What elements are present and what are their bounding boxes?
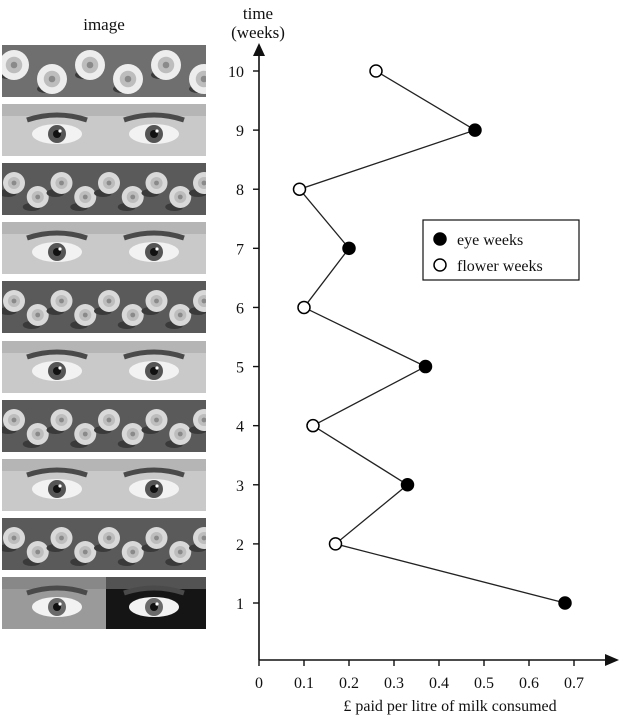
y-tick-label: 1 [236,596,244,613]
eyes-image-strip [2,459,206,511]
y-tick-label: 6 [236,300,244,317]
x-tick-label: 0.2 [339,675,359,692]
legend-box [422,219,580,281]
image-column-label: image [83,15,125,34]
x-axis-label: £ paid per litre of milk consumed [343,698,556,715]
x-tick-label: 0 [255,675,263,692]
legend-entry-label: eye weeks [457,232,523,249]
eyes-image-strip [2,104,206,156]
y-tick-label: 3 [236,478,244,495]
flowers-image-strip [2,45,206,97]
y-axis-arrowhead [253,43,265,56]
y-tick-label: 5 [236,360,244,377]
data-points [292,64,572,610]
eyes-image-strip [2,577,206,629]
connector-line-group [298,70,566,604]
flower-week-point [292,182,307,196]
x-tick-label: 0.7 [564,675,584,692]
x-tick-label: 0.6 [519,675,539,692]
y-tick-label: 8 [236,182,244,199]
flowers-image-strip [2,163,206,215]
x-tick-label: 0.4 [429,675,449,692]
y-tick-label: 7 [236,241,244,258]
x-tick-label: 0.1 [294,675,314,692]
eye-week-point [558,596,572,610]
x-tick-label: 0.3 [384,675,404,692]
eyes-image-strip [2,222,206,274]
flower-week-point [369,64,383,78]
legend-entry-label: flower weeks [457,258,543,275]
axes [253,43,619,666]
eye-week-point [418,359,433,374]
eyes-image-strip [2,341,206,393]
flower-week-point [328,537,343,551]
flowers-image-strip [2,518,206,570]
legend: eye weeks flower weeks [422,219,580,281]
y-tick-label: 10 [228,64,244,81]
flower-week-point [306,418,320,433]
tick-marks: 0 0.1 0.2 0.3 0.4 0.5 0.6 0.7 1 2 3 4 5 6 7 8 9 10 [228,64,584,692]
x-tick-label: 0.5 [474,675,494,692]
flowers-image-strip [2,400,206,452]
flower-week-point [297,300,311,315]
eye-week-point [468,123,482,137]
y-tick-label: 9 [236,123,244,140]
y-tick-label: 4 [236,419,244,436]
eye-week-point [400,478,415,492]
flowers-image-strip [2,281,206,333]
eye-week-point [342,241,356,256]
y-axis-label-line-1: time [243,4,273,23]
legend-marker [433,232,447,246]
x-axis-arrowhead [605,654,619,666]
connector-line [298,70,566,604]
legend-marker [433,258,447,272]
y-tick-label: 2 [236,537,244,554]
y-axis-label-line-2: (weeks) [231,23,285,42]
